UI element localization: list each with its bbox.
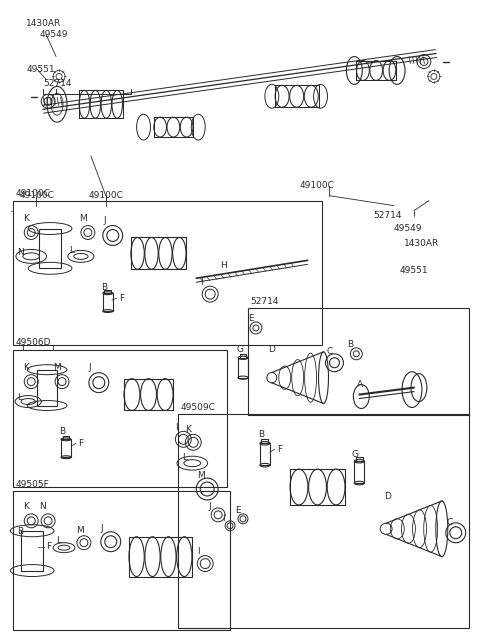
Text: N: N xyxy=(39,503,46,512)
Text: K: K xyxy=(23,214,29,223)
Bar xyxy=(354,461,364,483)
Text: 49100C: 49100C xyxy=(19,191,54,200)
Text: 49506D: 49506D xyxy=(15,338,51,347)
Bar xyxy=(13,201,322,345)
Bar xyxy=(37,370,57,406)
Text: I: I xyxy=(200,278,203,287)
Text: 52714: 52714 xyxy=(373,211,402,220)
Bar xyxy=(62,436,70,439)
Text: J: J xyxy=(104,216,107,225)
Text: 49551: 49551 xyxy=(399,266,428,275)
Bar xyxy=(103,293,113,311)
Text: F: F xyxy=(119,294,124,303)
Text: E: E xyxy=(248,313,253,322)
Text: J: J xyxy=(208,503,211,512)
Text: G: G xyxy=(351,450,359,459)
Bar xyxy=(238,358,248,378)
Text: D: D xyxy=(268,345,275,354)
Text: B: B xyxy=(59,427,65,436)
Bar xyxy=(356,457,363,461)
Text: H: H xyxy=(220,261,227,270)
Bar xyxy=(248,308,468,415)
Text: 52714: 52714 xyxy=(250,297,278,306)
Text: M: M xyxy=(79,214,87,223)
Text: A: A xyxy=(357,380,363,389)
Text: 49551: 49551 xyxy=(26,65,55,74)
Text: 1430AR: 1430AR xyxy=(26,19,61,28)
Text: C: C xyxy=(326,347,333,356)
Text: 49505F: 49505F xyxy=(15,479,49,488)
Text: F: F xyxy=(46,542,51,551)
Text: N: N xyxy=(17,248,24,257)
Text: 1430AR: 1430AR xyxy=(404,239,439,248)
Text: J: J xyxy=(101,524,103,533)
Text: 49100C: 49100C xyxy=(15,189,50,198)
Text: I: I xyxy=(222,514,225,523)
Text: B: B xyxy=(258,430,264,439)
Text: B: B xyxy=(17,528,24,537)
Bar xyxy=(104,290,111,293)
Text: K: K xyxy=(23,363,29,372)
Text: I: I xyxy=(197,547,200,556)
Text: 49100C: 49100C xyxy=(89,191,124,200)
Bar xyxy=(39,229,61,269)
Text: 49100C: 49100C xyxy=(300,181,335,190)
Bar xyxy=(260,444,270,465)
Text: G: G xyxy=(236,345,243,354)
Text: L: L xyxy=(69,246,74,255)
Text: M: M xyxy=(197,470,205,479)
Text: L: L xyxy=(182,453,187,462)
Text: J: J xyxy=(89,363,92,372)
Bar xyxy=(179,415,468,628)
Text: F: F xyxy=(78,439,83,448)
Bar xyxy=(13,350,227,487)
Text: 49549: 49549 xyxy=(39,30,68,39)
Text: K: K xyxy=(185,425,191,434)
Text: L: L xyxy=(17,393,22,402)
Text: B: B xyxy=(348,340,353,349)
Text: D: D xyxy=(384,492,391,501)
Text: 52714: 52714 xyxy=(43,79,72,88)
Text: K: K xyxy=(23,503,29,512)
Text: F: F xyxy=(277,445,282,454)
Text: L: L xyxy=(56,537,61,545)
Text: I: I xyxy=(175,423,178,432)
Bar xyxy=(240,354,246,358)
Bar xyxy=(13,491,230,630)
Bar xyxy=(61,439,71,457)
Text: B: B xyxy=(101,283,107,292)
Text: M: M xyxy=(76,526,84,535)
Bar xyxy=(262,439,268,444)
Bar xyxy=(21,531,43,570)
Text: 49549: 49549 xyxy=(393,224,421,233)
Text: E: E xyxy=(235,506,240,515)
Text: 49509C: 49509C xyxy=(180,403,215,412)
Text: M: M xyxy=(53,363,61,372)
Text: C: C xyxy=(447,519,453,528)
